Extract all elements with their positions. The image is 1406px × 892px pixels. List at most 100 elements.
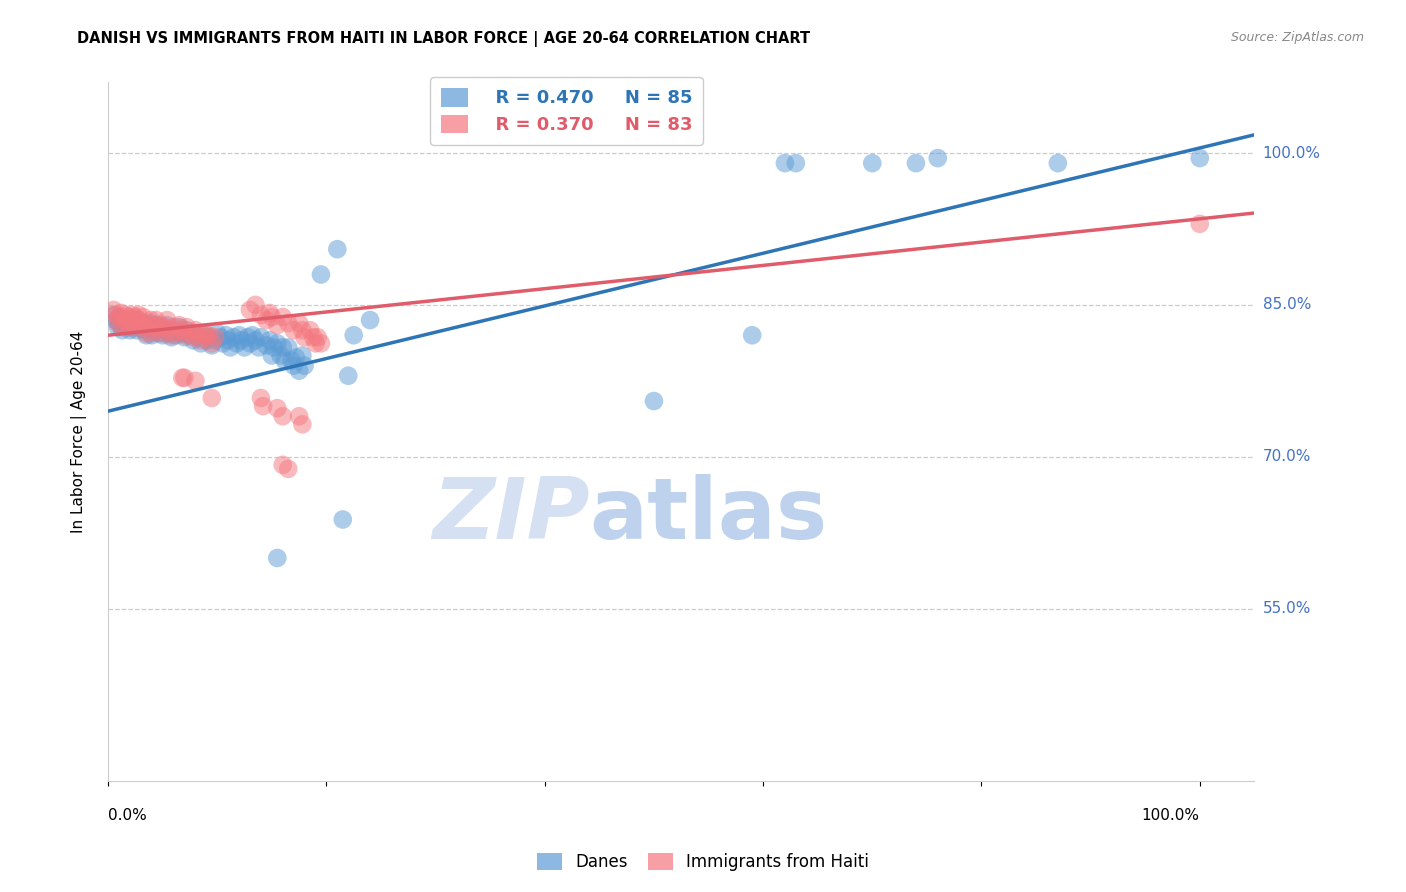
Point — [173, 371, 195, 385]
Point — [254, 338, 277, 352]
Point — [190, 336, 212, 351]
Point — [245, 334, 267, 348]
Point — [129, 316, 152, 330]
Text: 0.0%: 0.0% — [108, 808, 146, 823]
Point — [184, 323, 207, 337]
Point — [250, 391, 273, 405]
Point — [167, 318, 190, 332]
Point — [139, 316, 162, 330]
Point — [283, 323, 305, 337]
Point — [1046, 156, 1069, 170]
Point — [157, 323, 180, 337]
Point — [120, 318, 142, 332]
Point — [204, 334, 226, 348]
Point — [172, 371, 194, 385]
Point — [307, 330, 329, 344]
Point — [145, 313, 167, 327]
Point — [250, 330, 273, 344]
Point — [259, 306, 281, 320]
Point — [121, 308, 143, 322]
Point — [156, 318, 179, 332]
Point — [187, 330, 209, 344]
Point — [239, 302, 262, 317]
Point — [266, 401, 288, 416]
Point — [160, 330, 183, 344]
Point — [266, 318, 288, 332]
Point — [138, 318, 160, 332]
Point — [118, 316, 141, 330]
Point — [107, 320, 129, 334]
Point — [271, 409, 294, 424]
Point — [263, 340, 285, 354]
Point — [181, 330, 204, 344]
Point — [132, 310, 155, 324]
Text: atlas: atlas — [589, 474, 828, 557]
Point — [124, 316, 146, 330]
Point — [215, 328, 238, 343]
Point — [266, 336, 288, 351]
Text: 85.0%: 85.0% — [1263, 297, 1310, 312]
Point — [110, 310, 132, 324]
Point — [139, 313, 162, 327]
Point — [145, 318, 167, 332]
Point — [104, 308, 127, 322]
Point — [120, 313, 142, 327]
Point — [209, 330, 232, 344]
Text: DANISH VS IMMIGRANTS FROM HAITI IN LABOR FORCE | AGE 20-64 CORRELATION CHART: DANISH VS IMMIGRANTS FROM HAITI IN LABOR… — [77, 31, 810, 47]
Text: ZIP: ZIP — [432, 474, 589, 557]
Legend:   R = 0.470     N = 85,   R = 0.370     N = 83: R = 0.470 N = 85, R = 0.370 N = 83 — [430, 78, 703, 145]
Point — [1188, 217, 1211, 231]
Point — [309, 268, 332, 282]
Point — [291, 417, 314, 432]
Point — [117, 316, 139, 330]
Point — [160, 328, 183, 343]
Point — [187, 328, 209, 343]
Point — [1188, 151, 1211, 165]
Point — [152, 328, 174, 343]
Point — [231, 334, 253, 348]
Point — [118, 320, 141, 334]
Point — [156, 313, 179, 327]
Point — [114, 308, 136, 322]
Point — [271, 310, 294, 324]
Point — [110, 306, 132, 320]
Point — [127, 313, 149, 327]
Point — [785, 156, 807, 170]
Y-axis label: In Labor Force | Age 20-64: In Labor Force | Age 20-64 — [72, 330, 87, 533]
Point — [259, 334, 281, 348]
Point — [118, 323, 141, 337]
Legend: Danes, Immigrants from Haiti: Danes, Immigrants from Haiti — [529, 845, 877, 880]
Point — [904, 156, 927, 170]
Point — [211, 336, 233, 351]
Point — [193, 326, 215, 341]
Point — [266, 551, 288, 566]
Point — [132, 320, 155, 334]
Point — [217, 334, 239, 348]
Point — [184, 326, 207, 341]
Point — [181, 334, 204, 348]
Point — [294, 359, 316, 373]
Point — [233, 340, 256, 354]
Point — [118, 310, 141, 324]
Point — [149, 320, 172, 334]
Point — [153, 323, 176, 337]
Point — [176, 320, 198, 334]
Point — [142, 323, 165, 337]
Point — [138, 320, 160, 334]
Point — [236, 330, 259, 344]
Point — [173, 328, 195, 343]
Point — [172, 323, 194, 337]
Point — [104, 313, 127, 327]
Point — [643, 394, 665, 409]
Point — [294, 330, 316, 344]
Point — [162, 323, 184, 337]
Point — [184, 374, 207, 388]
Point — [326, 242, 349, 256]
Point — [270, 349, 292, 363]
Point — [271, 458, 294, 472]
Point — [260, 349, 283, 363]
Point — [204, 330, 226, 344]
Point — [271, 340, 294, 354]
Point — [195, 330, 218, 344]
Point — [111, 320, 134, 334]
